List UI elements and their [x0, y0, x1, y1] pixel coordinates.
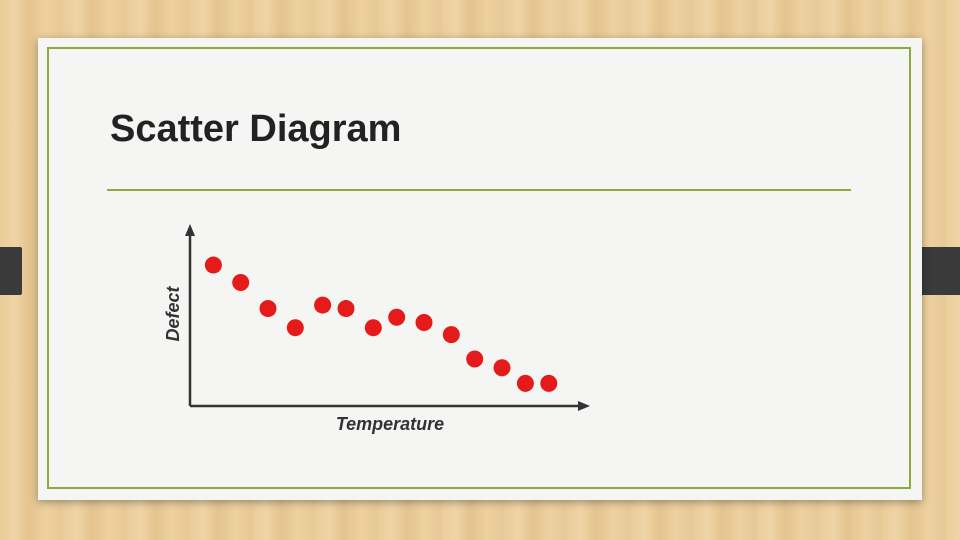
data-point-1: [204, 256, 222, 274]
x-axis-label: Temperature: [336, 414, 444, 434]
data-point-6: [337, 300, 355, 318]
data-point-7: [364, 319, 382, 337]
data-point-8: [388, 308, 406, 326]
data-point-14: [540, 374, 558, 392]
data-point-13: [516, 374, 534, 392]
left-edge-tab: [0, 247, 22, 295]
title-divider: [107, 189, 851, 191]
y-axis-arrowhead: [185, 224, 195, 236]
slide-title: Scatter Diagram: [110, 108, 402, 150]
data-point-4: [286, 319, 304, 337]
data-point-10: [442, 326, 460, 344]
data-point-12: [493, 359, 511, 377]
x-axis-arrowhead: [578, 401, 590, 411]
data-point-5: [314, 296, 332, 314]
data-point-2: [232, 273, 250, 291]
data-points: [204, 256, 558, 392]
data-point-3: [259, 300, 277, 318]
data-point-11: [466, 350, 484, 368]
y-axis-label: Defect: [163, 285, 183, 341]
slide: Scatter Diagram: [38, 38, 922, 500]
slide-border: [47, 47, 911, 489]
data-point-9: [415, 313, 433, 331]
